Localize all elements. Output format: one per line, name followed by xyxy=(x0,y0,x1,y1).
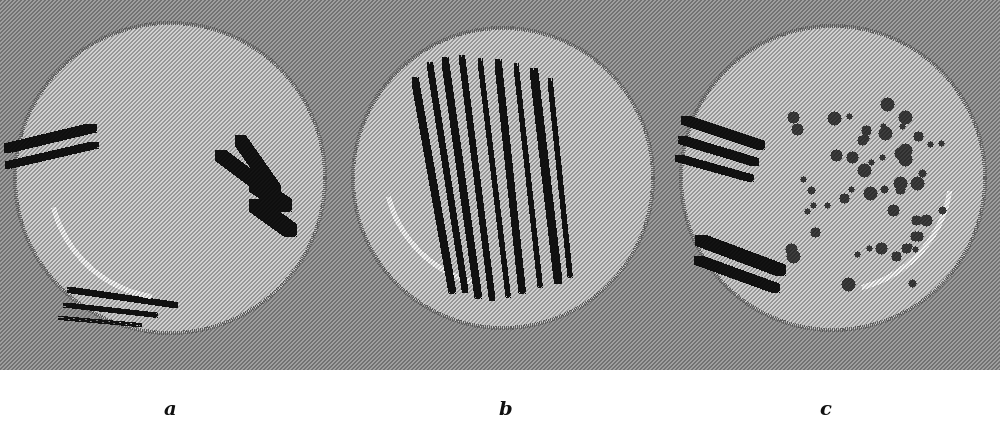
Text: b: b xyxy=(498,401,512,419)
Text: a: a xyxy=(164,401,176,419)
Text: c: c xyxy=(819,401,831,419)
